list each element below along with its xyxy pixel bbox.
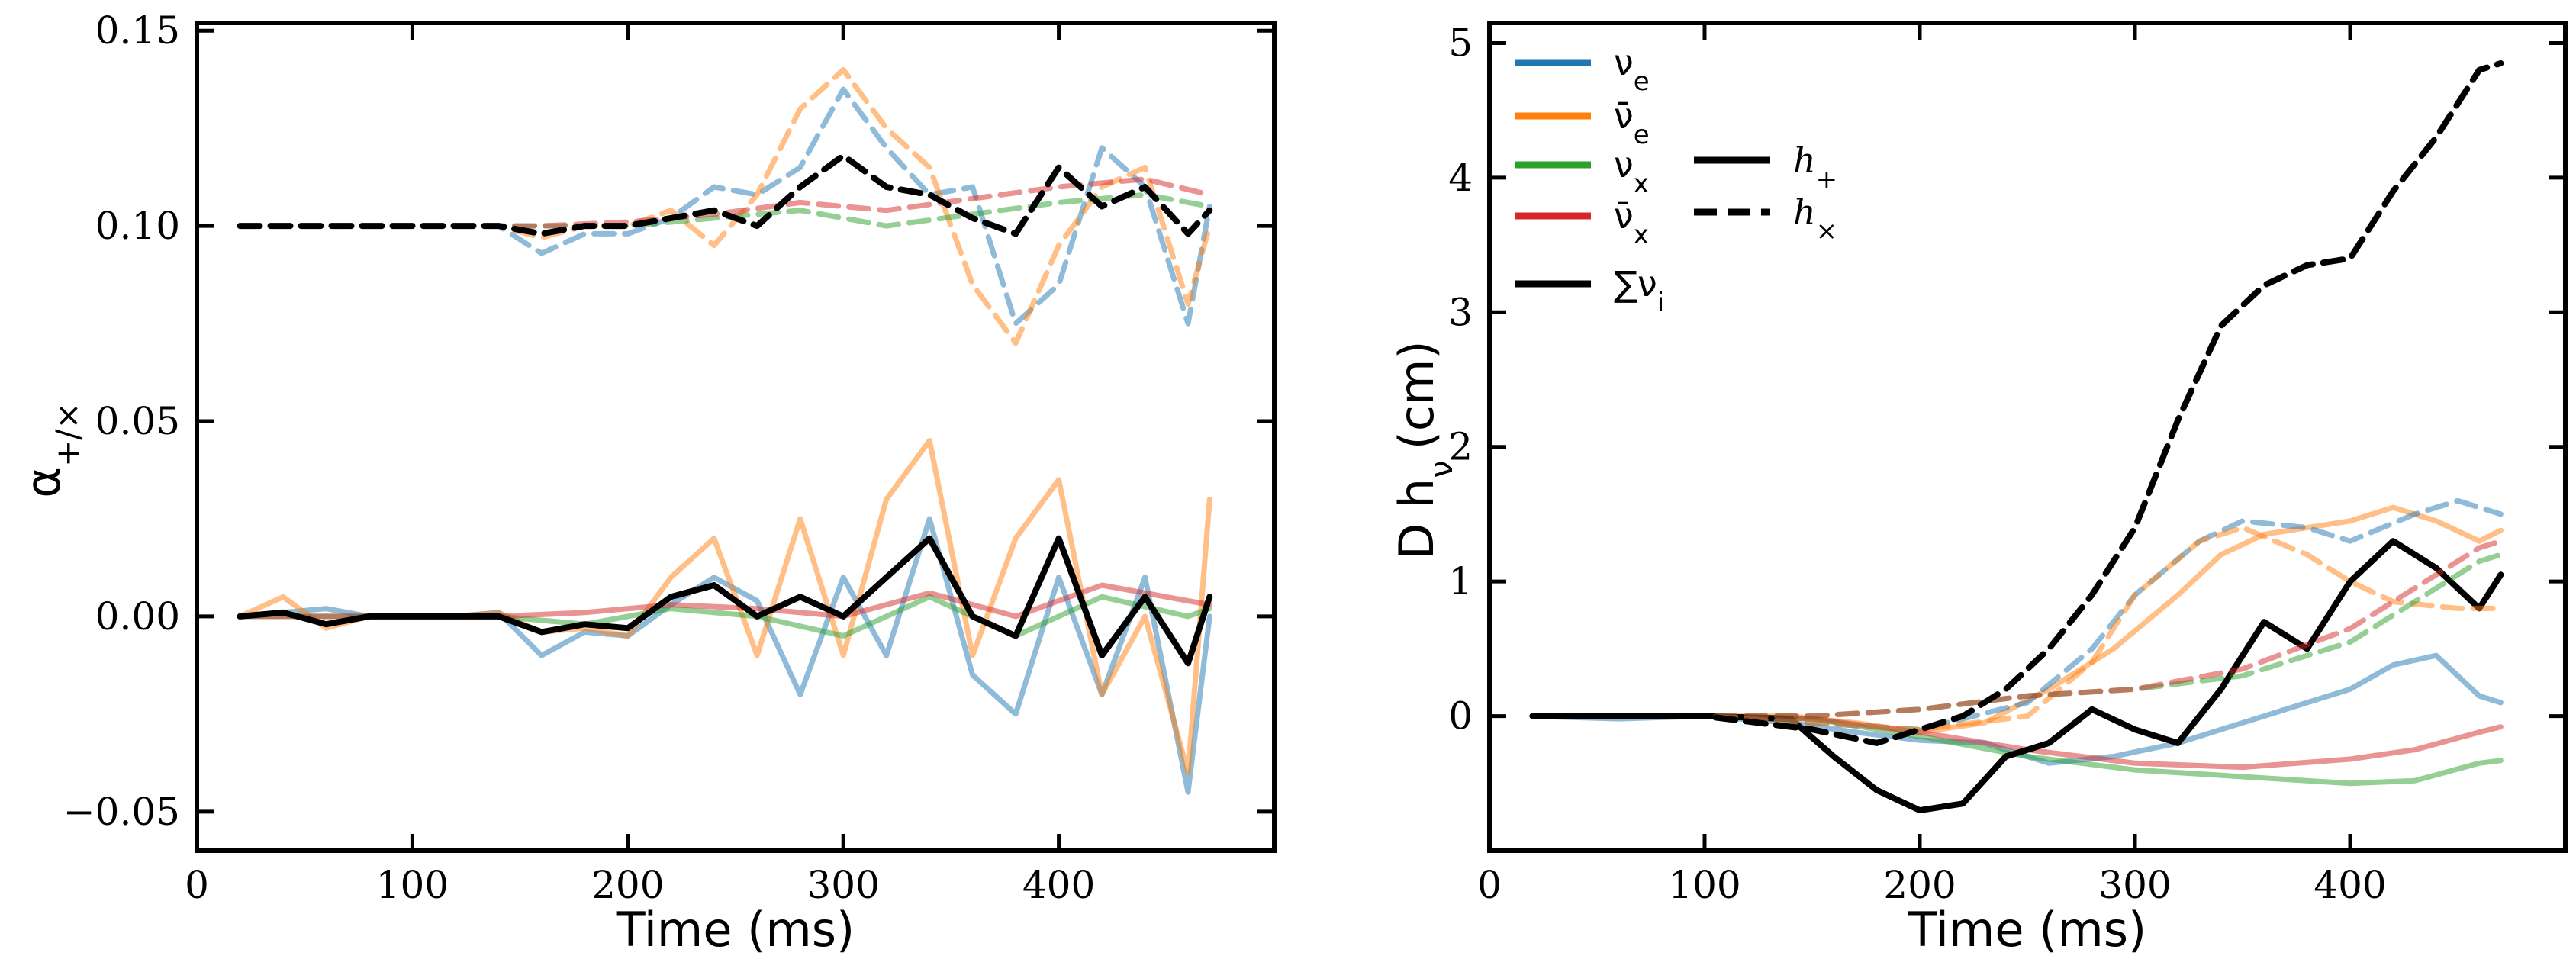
left-xtick-label-2: 200 (591, 863, 664, 907)
left-xtick-label-4: 400 (1022, 863, 1095, 907)
legend-label-nubar-e: ν̄e (1614, 95, 1650, 150)
left-xtick-label-0: 0 (185, 863, 209, 907)
right-ytick-label-3: 3 (1448, 290, 1473, 334)
right-y-axis-label-sub: ν (1422, 460, 1460, 478)
right-xtick-label-4: 400 (2314, 863, 2386, 907)
legend-label-nubar-x-sub: x (1634, 220, 1649, 250)
legend-label-nu-e-main: ν (1614, 42, 1634, 83)
right-y-axis-label-unit: (cm) (1389, 340, 1444, 449)
legend-label-nubar-x-main: ν̄ (1614, 195, 1634, 237)
legend-label-hcross-sub: × (1816, 216, 1838, 246)
right-ytick-label-2: 2 (1448, 425, 1473, 469)
left-ytick-label-3: 0.10 (95, 204, 180, 248)
legend-label-nu-x-sub: x (1634, 169, 1649, 199)
left-x-axis-label: Time (ms) (616, 902, 855, 958)
left-ytick-label-4: 0.15 (95, 8, 180, 53)
legend-label-hplus-sub: + (1816, 164, 1838, 195)
legend-label-nu-e-sub: e (1634, 66, 1650, 97)
right-series-group (1529, 60, 2504, 814)
left-series-line-9 (237, 153, 1213, 237)
legend-label-hplus-main: h (1793, 140, 1816, 181)
left-y-axis-label: α+/× (15, 402, 86, 497)
legend-label-hplus: h+ (1793, 140, 1837, 195)
legend-entry-hplus: h+ (1694, 140, 1837, 195)
right-plot-frame (1487, 21, 2568, 853)
left-ytick-label-1: 0.00 (95, 594, 180, 639)
legend-label-sum: ∑νi (1614, 263, 1664, 318)
legend-label-nu-x: νx (1614, 144, 1649, 199)
left-series-line-7 (237, 192, 1212, 229)
left-ticks: 0 100 200 300 400 −0.05 0.00 0.05 0.10 0.15 (63, 8, 1274, 907)
left-ytick-label-0: −0.05 (63, 790, 180, 834)
legend-entry-sum: ∑νi (1515, 263, 1664, 318)
legend-label-nubar-e-sub: e (1634, 120, 1650, 150)
left-series-line-5 (237, 86, 1212, 327)
legend-entry-nubar-e: ν̄e (1515, 95, 1650, 150)
legend-label-nubar-e-main: ν̄ (1614, 95, 1634, 137)
right-series-line-6 (1529, 525, 2504, 732)
right-series-line-3 (1529, 713, 2504, 771)
left-series-group (237, 66, 1213, 795)
legend-label-sum-main: ∑ν (1614, 263, 1657, 304)
right-series-line-8 (1529, 538, 2504, 719)
left-y-axis-label-sub: +/× (49, 402, 86, 467)
left-xtick-label-1: 100 (376, 863, 449, 907)
left-ytick-label-2: 0.05 (95, 399, 180, 443)
left-series-line-6 (237, 66, 1212, 346)
right-ytick-label-5: 5 (1448, 21, 1473, 65)
right-xtick-label-2: 200 (1883, 863, 1956, 907)
right-ytick-label-1: 1 (1448, 559, 1473, 603)
right-series-line-5 (1529, 497, 2504, 732)
legend: νe ν̄e νx ν̄x ∑νi h+ (1515, 42, 1837, 318)
legend-entry-nu-x: νx (1515, 144, 1649, 199)
left-xtick-label-3: 300 (807, 863, 879, 907)
legend-entry-nu-e: νe (1515, 42, 1650, 97)
legend-label-sum-sub: i (1657, 288, 1664, 318)
legend-label-hcross: h× (1793, 192, 1837, 246)
right-y-axis-label-main: D h (1389, 478, 1444, 560)
left-series-line-4 (237, 535, 1213, 667)
legend-label-hcross-main: h (1793, 192, 1816, 233)
left-plot-frame (195, 21, 1277, 853)
left-chart: 0 100 200 300 400 −0.05 0.00 0.05 0.10 0.15 Time … (15, 8, 1277, 958)
right-xtick-label-3: 300 (2098, 863, 2171, 907)
right-x-axis-label: Time (ms) (1908, 902, 2147, 958)
right-y-axis-label: D hν (cm) (1389, 340, 1460, 559)
right-ytick-label-0: 0 (1448, 694, 1473, 739)
right-ticks: 0 100 200 300 400 0 1 2 3 4 5 (1448, 21, 2565, 907)
left-y-axis-label-main: α (15, 467, 71, 498)
right-xtick-label-1: 100 (1668, 863, 1740, 907)
right-xtick-label-0: 0 (1477, 863, 1502, 907)
right-ytick-label-4: 4 (1448, 156, 1473, 200)
legend-label-nu-e: νe (1614, 42, 1650, 97)
legend-label-nubar-x: ν̄x (1614, 195, 1649, 250)
legend-entry-nubar-x: ν̄x (1515, 195, 1649, 250)
legend-entry-hcross: h× (1694, 192, 1837, 246)
right-series-line-9 (1529, 60, 2504, 746)
legend-label-nu-x-main: ν (1614, 144, 1634, 185)
